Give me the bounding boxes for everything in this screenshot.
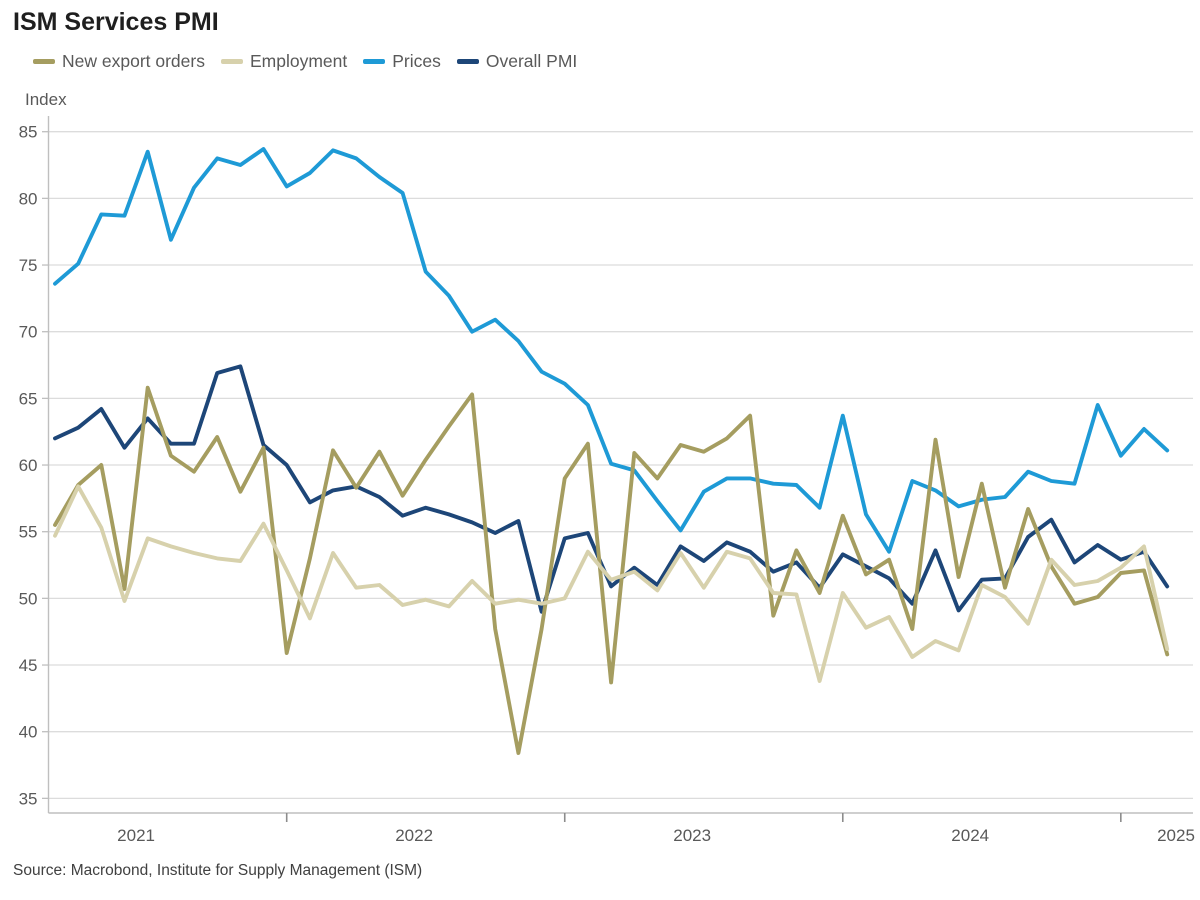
svg-text:70: 70 — [19, 323, 38, 342]
page-title: ISM Services PMI — [13, 8, 219, 36]
legend-item-employment: Employment — [220, 51, 348, 72]
line-swatch-icon — [220, 59, 243, 64]
svg-text:75: 75 — [19, 256, 38, 275]
legend-label: Prices — [392, 51, 441, 71]
legend-item-new-export-orders: New export orders — [33, 51, 205, 72]
svg-text:40: 40 — [19, 723, 38, 742]
line-swatch-icon — [33, 59, 55, 64]
line-swatch-icon — [456, 59, 479, 64]
svg-text:35: 35 — [19, 789, 38, 808]
legend: New export orders Employment Prices Over… — [33, 51, 577, 72]
svg-text:60: 60 — [19, 456, 38, 475]
series-line-new-export-orders — [53, 385, 1170, 755]
svg-text:2024: 2024 — [951, 826, 989, 845]
svg-text:65: 65 — [19, 389, 38, 408]
series-line-employment — [53, 484, 1170, 683]
legend-item-prices: Prices — [363, 51, 441, 72]
svg-text:80: 80 — [19, 189, 38, 208]
legend-label: New export orders — [62, 51, 205, 71]
legend-item-overall-pmi: Overall PMI — [456, 51, 578, 72]
svg-text:45: 45 — [19, 656, 38, 675]
series-line-prices — [53, 147, 1170, 554]
axes — [47, 116, 1193, 814]
svg-text:2023: 2023 — [673, 826, 711, 845]
svg-text:2025: 2025 — [1157, 826, 1195, 845]
svg-text:55: 55 — [19, 523, 38, 542]
line-swatch-icon — [363, 59, 386, 64]
x-axis-labels: 2021 2022 2023 2024 2025 — [117, 826, 1195, 845]
x-axis-ticks — [285, 813, 1122, 822]
y-axis-unit-label: Index — [25, 90, 67, 109]
legend-label: Employment — [249, 51, 348, 71]
svg-text:2022: 2022 — [395, 826, 433, 845]
svg-text:50: 50 — [19, 589, 38, 608]
legend-label: Overall PMI — [485, 51, 578, 71]
source-note: Source: Macrobond, Institute for Supply … — [13, 862, 423, 879]
y-axis-labels: 35 40 45 50 55 60 65 70 75 80 85 — [19, 123, 38, 809]
series-line-overall-pmi — [53, 364, 1170, 614]
svg-text:2021: 2021 — [117, 826, 155, 845]
svg-text:85: 85 — [19, 123, 38, 142]
